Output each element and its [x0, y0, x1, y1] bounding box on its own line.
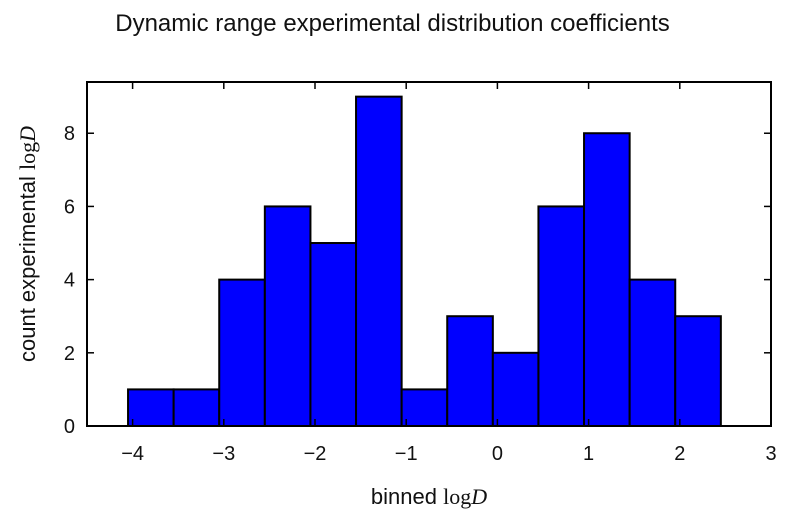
x-tick-label: −4 [121, 443, 144, 465]
bars-group [127, 95, 722, 428]
x-tick-label: −2 [304, 443, 327, 465]
chart-title: Dynamic range experimental distribution … [115, 10, 670, 37]
y-tick-label: 6 [64, 196, 75, 218]
histogram-bar [628, 278, 677, 428]
x-tick-label: 3 [765, 443, 776, 465]
histogram-bar [218, 278, 266, 428]
y-tick-label: 0 [64, 416, 75, 438]
y-axis-label: count experimental logD [15, 126, 40, 362]
histogram-bar [400, 388, 449, 428]
histogram-bar [355, 95, 403, 427]
histogram-bar [446, 315, 494, 427]
histogram-bar [127, 388, 175, 428]
x-axis-label: binned logD [371, 484, 487, 509]
y-tick-label: 8 [64, 123, 75, 145]
x-tick-label: 0 [492, 443, 503, 465]
ticks-group: −4 −3 −2 −1 0 1 2 3 0 2 4 6 8 [64, 82, 777, 465]
x-tick-label: 2 [674, 443, 685, 465]
y-tick-label: 4 [64, 270, 75, 292]
plot-frame [86, 81, 772, 427]
histogram-bar [263, 205, 312, 427]
x-tick-label: −3 [212, 443, 235, 465]
histogram-bar [309, 242, 358, 427]
histogram-bar [674, 315, 722, 427]
histogram-bar [583, 132, 631, 427]
histogram-bar [491, 351, 540, 427]
histogram-bar [172, 388, 221, 428]
x-tick-label: 1 [583, 443, 594, 465]
y-tick-label: 2 [64, 343, 75, 365]
histogram-bar [537, 205, 586, 427]
x-tick-label: −1 [395, 443, 418, 465]
